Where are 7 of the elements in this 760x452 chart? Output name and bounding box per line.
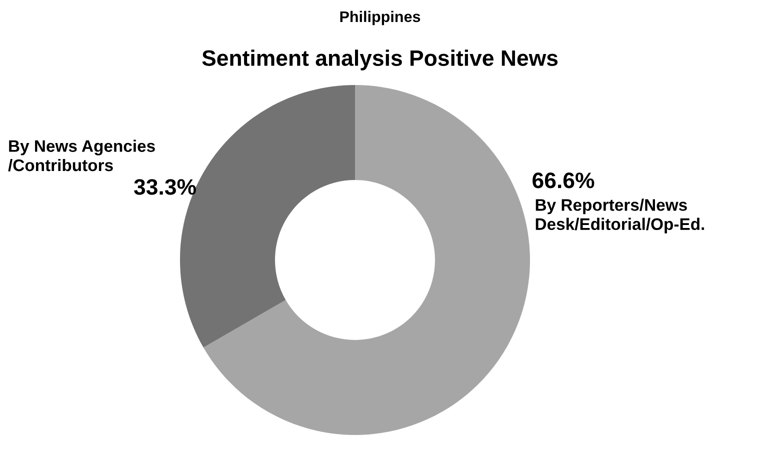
data-label: 66.6% xyxy=(532,172,594,188)
chart-subtitle: Sentiment analysis Positive News xyxy=(202,50,558,70)
slice-label: By News Agencies /Contributors xyxy=(8,140,155,172)
data-label: 33.3% xyxy=(134,179,196,195)
chart-title: Philippines xyxy=(340,10,420,26)
donut-slice xyxy=(203,85,530,435)
slice-label: By Reporters/News Desk/Editorial/Op-Ed. xyxy=(536,198,704,234)
